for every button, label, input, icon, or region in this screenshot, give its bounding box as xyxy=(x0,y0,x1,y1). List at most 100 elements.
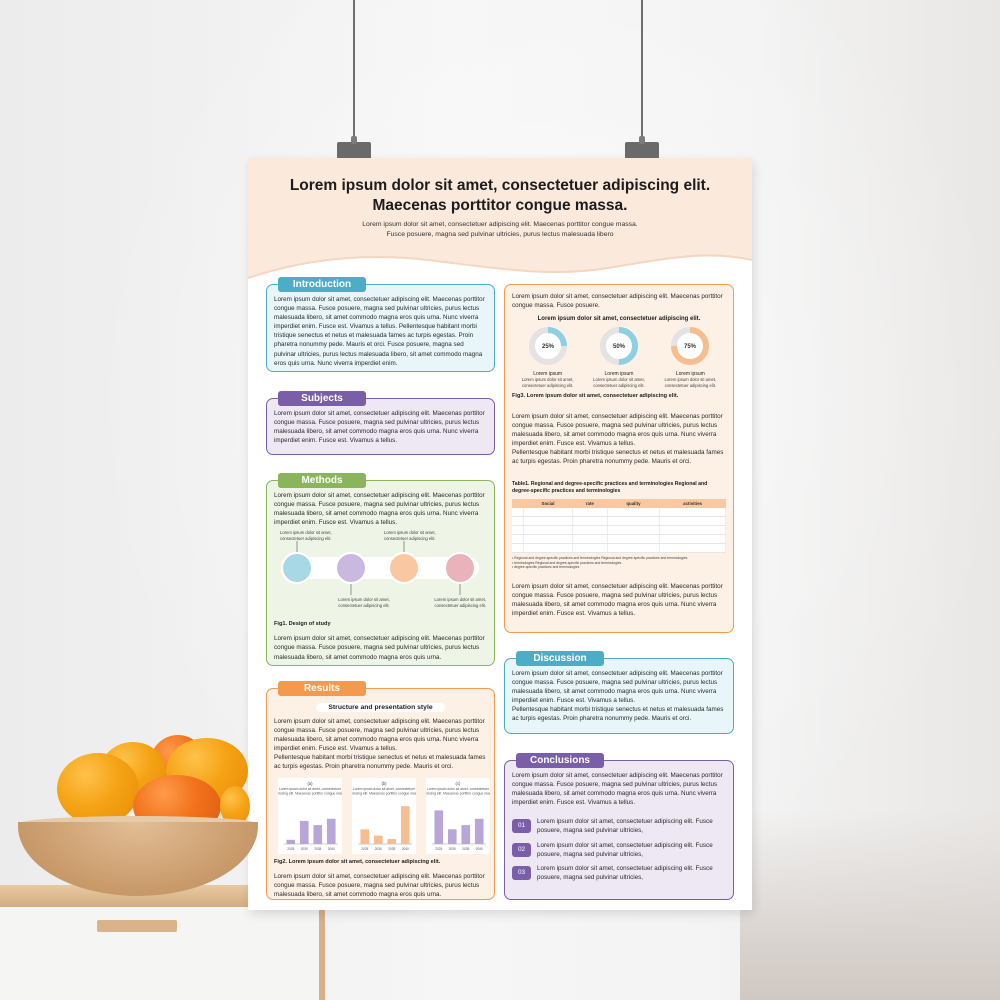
bar-2035 xyxy=(461,824,471,844)
table-cell xyxy=(607,534,661,545)
fig2-caption: Fig2. Lorem ipsum dolor sit amet, consec… xyxy=(274,858,441,865)
poster-title: Lorem ipsum dolor sit amet, consectetuer… xyxy=(289,177,711,214)
bar-chart-2: (b)Lorem ipsum dolor sit amet, consectet… xyxy=(352,777,416,854)
conclusion-number-badge: 02 xyxy=(512,842,531,857)
results-detail-section: Lorem ipsum dolor sit amet, consectetuer… xyxy=(504,284,734,633)
donut-chart-1: 25% xyxy=(528,327,567,366)
table-cell xyxy=(659,516,726,527)
chart-subtitle: Lorem ipsum dolor sit amet, consectetuer xyxy=(427,787,490,791)
bar-2040 xyxy=(474,818,484,844)
right-text-2: Lorem ipsum dolor sit amet, consectetuer… xyxy=(512,413,723,448)
table-cell xyxy=(659,534,726,545)
chart-subtitle: Lorem ipsum dolor sit amet, consectetuer xyxy=(279,787,342,791)
table-header-cell: quality xyxy=(607,498,660,508)
chart-subtitle: adipiscing elit. Maecenas porttitor cong… xyxy=(278,791,342,795)
hanging-wire-left xyxy=(353,0,355,146)
shelf xyxy=(0,885,330,907)
table-row xyxy=(512,543,726,554)
conclusion-item: 02 Lorem ipsum dolor sit amet, consectetu… xyxy=(512,841,726,859)
bar-2040 xyxy=(326,818,336,844)
table-cell xyxy=(523,543,573,554)
table-cell xyxy=(523,507,573,518)
results-charts: (a) Lorem ipsum dolor sit amet, consectet… xyxy=(274,777,490,856)
table-cell xyxy=(523,516,573,527)
subtitle-line-2: Fusce posuere, magna sed pulvinar ultric… xyxy=(386,231,614,238)
conclusion-text: Lorem ipsum dolor sit amet, consectetuer… xyxy=(537,818,713,835)
diagram-top-label-2: Lorem ipsum dolor sit amet, consectetuer… xyxy=(384,530,436,541)
results-pill: Structure and presentation style xyxy=(316,703,445,712)
bar-2030 xyxy=(373,835,383,844)
study-design-diagram: Lorem ipsum dolor sit amet, consectetuer… xyxy=(274,527,487,617)
diagram-bottom-label-2: Lorem ipsum dolor sit amet, consectetuer… xyxy=(434,597,486,608)
design-circle-2 xyxy=(335,552,367,585)
bar-2035 xyxy=(387,838,397,844)
table-cell xyxy=(607,543,661,554)
table-cell xyxy=(512,525,525,536)
methods-label: Methods xyxy=(278,473,366,488)
chart-subtitle: adipiscing elit. Maecenas porttitor cong… xyxy=(352,791,416,795)
bar-2025 xyxy=(434,809,444,844)
right-text-1: Lorem ipsum dolor sit amet, consectetuer… xyxy=(512,293,723,310)
design-circle-3 xyxy=(388,552,420,585)
table-row xyxy=(512,516,726,527)
results-label: Results xyxy=(278,681,366,696)
donut-chart-3: 75% xyxy=(671,327,710,366)
conclusion-number-badge: 01 xyxy=(512,819,531,834)
table-header-row: Social rate quality activities xyxy=(512,498,726,508)
discussion-text: Lorem ipsum dolor sit amet, consectetuer… xyxy=(512,670,723,705)
results-pill-wrap: Structure and presentation style xyxy=(274,696,487,714)
donut-arc xyxy=(528,327,567,366)
donut-item-2: 50% Lorem ipsum Lorem ipsum dolor sit amet… xyxy=(590,326,648,388)
discussion-text-2: Pellentesque habitant morbi tristique se… xyxy=(512,706,724,723)
methods-text-top: Lorem ipsum dolor sit amet, consectetuer… xyxy=(274,492,485,527)
table-note: • Regional and degree-specific practices… xyxy=(512,556,688,561)
donut-arc xyxy=(671,327,710,366)
conclusions-section: Conclusions Lorem ipsum dolor sit amet, … xyxy=(504,753,734,900)
results-text-bottom: Lorem ipsum dolor sit amet, consectetuer… xyxy=(274,872,485,898)
table-note: • terminologies Regional and degree-spec… xyxy=(512,560,622,565)
table-cell xyxy=(512,543,525,554)
study-design-svg xyxy=(281,541,479,596)
table-cell xyxy=(659,543,726,554)
table-cell xyxy=(512,507,525,518)
poster-subtitle: Lorem ipsum dolor sit amet, consectetuer… xyxy=(288,220,712,240)
table-cell xyxy=(572,507,608,518)
bar-chart-1: (a)Lorem ipsum dolor sit amet, consectet… xyxy=(278,777,342,854)
table-cell xyxy=(512,516,525,527)
chart-title: (a) xyxy=(307,781,313,786)
table-header-cell: rate xyxy=(572,498,608,508)
tick-label: 2040 xyxy=(402,847,409,851)
conclusions-text: Lorem ipsum dolor sit amet, consectetuer… xyxy=(512,772,723,807)
tick-label: 2025 xyxy=(435,847,442,851)
conclusion-item: 03 Lorem ipsum dolor sit amet, consectetu… xyxy=(512,864,726,882)
fig1-caption: Fig1. Design of study xyxy=(274,621,331,628)
conclusion-text: Lorem ipsum dolor sit amet, consectetuer… xyxy=(537,841,713,858)
donut-arc xyxy=(599,327,638,366)
table-cell xyxy=(572,516,608,527)
discussion-label: Discussion xyxy=(516,651,604,666)
bar-2030 xyxy=(299,820,309,844)
table-cell xyxy=(607,507,661,518)
tick-label: 2025 xyxy=(361,847,368,851)
table-header-cell xyxy=(512,498,524,508)
results-text-top: Lorem ipsum dolor sit amet, consectetuer… xyxy=(274,718,485,753)
tick-label: 2035 xyxy=(388,847,395,851)
conclusion-item: 01 Lorem ipsum dolor sit amet, consectetu… xyxy=(512,817,726,835)
binder-clip-left xyxy=(337,136,371,158)
right-text-4: Lorem ipsum dolor sit amet, consectetuer… xyxy=(512,582,723,618)
results-text-top-2: Pellentesque habitant morbi tristique se… xyxy=(274,754,486,771)
donut-desc: Lorem ipsum dolor sit amet, consectetuer… xyxy=(593,377,645,388)
conclusions-label: Conclusions xyxy=(516,753,604,768)
donut-row: 25% Lorem ipsum Lorem ipsum dolor sit amet… xyxy=(512,326,726,388)
chart-title: (c) xyxy=(456,781,461,786)
subjects-text: Lorem ipsum dolor sit amet, consectetuer… xyxy=(274,410,485,445)
tick-label: 2025 xyxy=(287,847,294,851)
design-circle-4 xyxy=(444,552,476,585)
table-row xyxy=(512,507,726,518)
orange-fruit xyxy=(57,753,139,825)
fig3-caption: Fig3. Lorem ipsum dolor sit amet, consec… xyxy=(512,393,679,399)
diagram-bottom-label-1: Lorem ipsum dolor sit amet, consectetuer… xyxy=(338,597,390,608)
donut-item-3: 75% Lorem ipsum Lorem ipsum dolor sit amet… xyxy=(661,326,719,388)
donut-name: Lorem ipsum xyxy=(675,371,705,378)
introduction-section: Introduction Lorem ipsum dolor sit amet,… xyxy=(266,277,495,372)
